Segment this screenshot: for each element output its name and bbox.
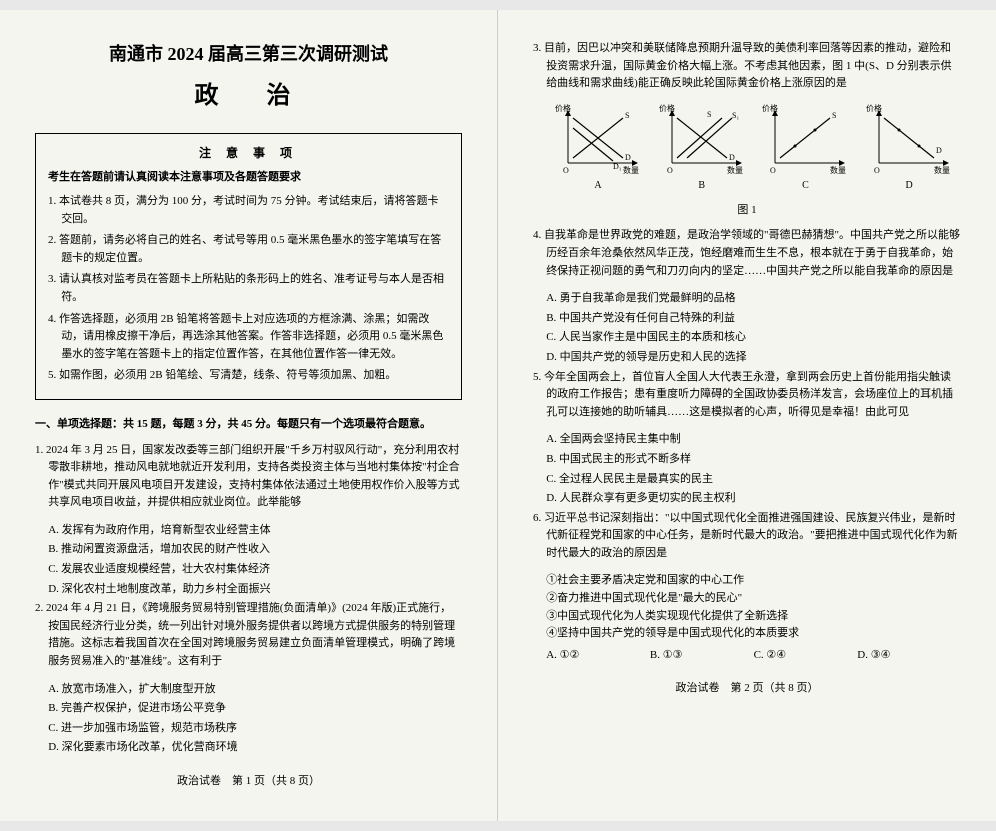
question-3: 3. 目前，因巴以冲突和美联储降息预期升温导致的美债利率回落等因素的推动，避险和… <box>533 40 961 93</box>
notice-item: 3. 请认真核对监考员在答题卡上所粘贴的条形码上的姓名、准考证号与本人是否相符。 <box>48 271 449 306</box>
option-d: D. 中国共产党的领导是历史和人民的选择 <box>533 349 961 367</box>
page-2: 3. 目前，因巴以冲突和美联储降息预期升温导致的美债利率回落等因素的推动，避险和… <box>498 10 996 821</box>
notice-subtitle: 考生在答题前请认真阅读本注意事项及各题答题要求 <box>48 169 449 187</box>
chart-row: 价格 S D D₁ 数量 O A <box>533 103 961 194</box>
question-6: 6. 习近平总书记深刻指出："以中国式现代化全面推进强国建设、民族复兴伟业，是新… <box>533 510 961 563</box>
option-a: A. 全国两会坚持民主集中制 <box>533 431 961 449</box>
option-b: B. ①③ <box>650 647 754 665</box>
option-a: A. 勇于自我革命是我们党最鲜明的品格 <box>533 290 961 308</box>
question-stem: 3. 目前，因巴以冲突和美联储降息预期升温导致的美债利率回落等因素的推动，避险和… <box>533 42 952 89</box>
option-a: A. ①② <box>546 647 650 665</box>
section-heading: 一、单项选择题：共 15 题，每题 3 分，共 45 分。每题只有一个选项最符合… <box>35 416 462 434</box>
option-a: A. 放宽市场准入，扩大制度型开放 <box>35 681 462 699</box>
notice-box: 注 意 事 项 考生在答题前请认真阅读本注意事项及各题答题要求 1. 本试卷共 … <box>35 133 462 400</box>
page-footer: 政治试卷 第 1 页（共 8 页） <box>35 773 462 791</box>
axis-x-label: 数量 <box>623 165 639 175</box>
subject-title: 政 治 <box>35 77 462 115</box>
svg-text:O: O <box>563 166 569 175</box>
page-1: 南通市 2024 届高三第三次调研测试 政 治 注 意 事 项 考生在答题前请认… <box>0 10 498 821</box>
question-stem: 5. 今年全国两会上，首位盲人全国人大代表王永澄，拿到两会历史上首份能用指尖触读… <box>533 371 953 418</box>
question-stem: 1. 2024 年 3 月 25 日，国家发改委等三部门组织开展"千乡万村驭风行… <box>35 444 460 509</box>
svg-text:D: D <box>625 153 631 162</box>
chart-label: D <box>864 178 954 194</box>
option-c: C. 发展农业适度规模经营，壮大农村集体经济 <box>35 561 462 579</box>
option-d: D. ③④ <box>857 647 961 665</box>
figure-label: 图 1 <box>533 202 961 220</box>
question-4: 4. 自我革命是世界政党的难题，是政治学领域的"哥德巴赫猜想"。中国共产党之所以… <box>533 227 961 280</box>
page-footer: 政治试卷 第 2 页（共 8 页） <box>533 680 961 698</box>
chart-b: 价格 S S₁ D 数量 O B <box>657 103 747 194</box>
svg-text:S: S <box>832 111 836 120</box>
circled-item: ②奋力推进中国式现代化是"最大的民心" <box>533 590 961 608</box>
question-2: 2. 2024 年 4 月 21 日，《跨境服务贸易特别管理措施(负面清单)》(… <box>35 600 462 670</box>
svg-text:D: D <box>729 153 735 162</box>
option-d: D. 人民群众享有更多更切实的民主权利 <box>533 490 961 508</box>
exam-title: 南通市 2024 届高三第三次调研测试 <box>35 40 462 69</box>
svg-text:数量: 数量 <box>934 165 950 175</box>
option-c: C. ②④ <box>754 647 858 665</box>
option-c: C. 进一步加强市场监管，规范市场秩序 <box>35 720 462 738</box>
chart-label: A <box>553 178 643 194</box>
svg-text:S: S <box>625 111 629 120</box>
circled-item: ④坚持中国共产党的领导是中国式现代化的本质要求 <box>533 625 961 643</box>
options-row: A. ①② B. ①③ C. ②④ D. ③④ <box>533 647 961 665</box>
svg-text:数量: 数量 <box>727 165 743 175</box>
circled-item: ③中国式现代化为人类实现现代化提供了全新选择 <box>533 608 961 626</box>
notice-title: 注 意 事 项 <box>48 144 449 163</box>
svg-text:S: S <box>707 110 711 119</box>
svg-text:O: O <box>770 166 776 175</box>
option-c: C. 全过程人民民主是最真实的民主 <box>533 471 961 489</box>
svg-text:数量: 数量 <box>830 165 846 175</box>
chart-d: 价格 D 数量 O D <box>864 103 954 194</box>
circled-item: ①社会主要矛盾决定党和国家的中心工作 <box>533 572 961 590</box>
notice-item: 1. 本试卷共 8 页，满分为 100 分，考试时间为 75 分钟。考试结束后，… <box>48 193 449 228</box>
option-c: C. 人民当家作主是中国民主的本质和核心 <box>533 329 961 347</box>
chart-a: 价格 S D D₁ 数量 O A <box>553 103 643 194</box>
svg-text:S₁: S₁ <box>732 111 739 120</box>
question-1: 1. 2024 年 3 月 25 日，国家发改委等三部门组织开展"千乡万村驭风行… <box>35 442 462 512</box>
notice-item: 5. 如需作图，必须用 2B 铅笔绘、写清楚，线条、符号等须加黑、加粗。 <box>48 367 449 385</box>
chart-label: B <box>657 178 747 194</box>
option-b: B. 完善产权保护，促进市场公平竞争 <box>35 700 462 718</box>
chart-c: 价格 S 数量 O C <box>760 103 850 194</box>
question-5: 5. 今年全国两会上，首位盲人全国人大代表王永澄，拿到两会历史上首份能用指尖触读… <box>533 369 961 422</box>
svg-text:D₁: D₁ <box>613 162 622 171</box>
option-b: B. 中国共产党没有任何自己特殊的利益 <box>533 310 961 328</box>
notice-item: 2. 答题前，请务必将自己的姓名、考试号等用 0.5 毫米黑色墨水的签字笔填写在… <box>48 232 449 267</box>
option-a: A. 发挥有为政府作用，培育新型农业经营主体 <box>35 522 462 540</box>
question-stem: 4. 自我革命是世界政党的难题，是政治学领域的"哥德巴赫猜想"。中国共产党之所以… <box>533 229 960 276</box>
option-b: B. 中国式民主的形式不断多样 <box>533 451 961 469</box>
question-stem: 6. 习近平总书记深刻指出："以中国式现代化全面推进强国建设、民族复兴伟业，是新… <box>533 512 958 559</box>
svg-text:O: O <box>667 166 673 175</box>
svg-text:D: D <box>936 146 942 155</box>
option-d: D. 深化要素市场化改革，优化营商环境 <box>35 739 462 757</box>
option-d: D. 深化农村土地制度改革，助力乡村全面振兴 <box>35 581 462 599</box>
notice-item: 4. 作答选择题，必须用 2B 铅笔将答题卡上对应选项的方框涂满、涂黑；如需改动… <box>48 311 449 364</box>
option-b: B. 推动闲置资源盘活，增加农民的财产性收入 <box>35 541 462 559</box>
svg-text:O: O <box>874 166 880 175</box>
chart-label: C <box>760 178 850 194</box>
question-stem: 2. 2024 年 4 月 21 日，《跨境服务贸易特别管理措施(负面清单)》(… <box>35 602 455 667</box>
